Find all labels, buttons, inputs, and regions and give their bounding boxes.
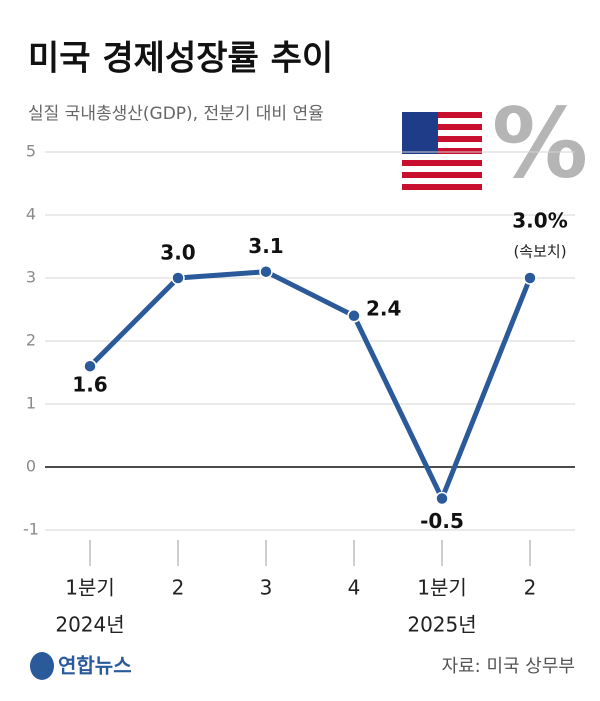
y-tick-label: -1 <box>23 520 39 539</box>
source: 자료: 미국 상무부 <box>442 656 575 677</box>
value-label: 3.1 <box>248 234 283 258</box>
value-label: 3.0 <box>160 241 195 265</box>
flag-illustration: % <box>402 87 588 199</box>
point <box>259 264 273 279</box>
logo-text: 연합뉴스 <box>58 654 132 678</box>
value-label: 2.4 <box>366 296 401 320</box>
line <box>88 269 533 501</box>
svg-text:%: % <box>492 87 588 199</box>
point <box>83 359 97 373</box>
year-label: 2024년 <box>55 613 124 637</box>
value-label: 3.0% <box>512 209 567 233</box>
y-tick-label: 3 <box>26 268 36 287</box>
point <box>171 271 185 285</box>
x-tick-label: 4 <box>348 576 361 600</box>
x-tick-label: 1분기 <box>65 576 115 600</box>
annotation: (속보치) <box>513 243 566 261</box>
y-tick-label: 5 <box>26 142 36 161</box>
chart-subtitle: 실질 국내총생산(GDP), 전분기 대비 연율 <box>28 104 324 124</box>
x-tick-label: 1분기 <box>417 576 467 600</box>
point <box>347 309 361 323</box>
y-tick-label: 0 <box>26 457 36 476</box>
x-tick-label: 2 <box>172 576 185 600</box>
x-tick-label: 2 <box>524 576 537 600</box>
y-tick-label: 2 <box>26 331 36 350</box>
value-label: 1.6 <box>72 373 107 397</box>
point <box>523 271 537 285</box>
value-label: -0.5 <box>420 509 464 533</box>
x-tick-label: 3 <box>260 576 273 600</box>
y-tick-label: 1 <box>26 394 36 413</box>
year-label: 2025년 <box>407 613 476 637</box>
logo: 연합뉴스 <box>30 652 132 680</box>
y-tick-label: 4 <box>26 205 36 224</box>
chart-title: 미국 경제성장률 추이 <box>28 39 333 79</box>
point <box>435 491 449 506</box>
